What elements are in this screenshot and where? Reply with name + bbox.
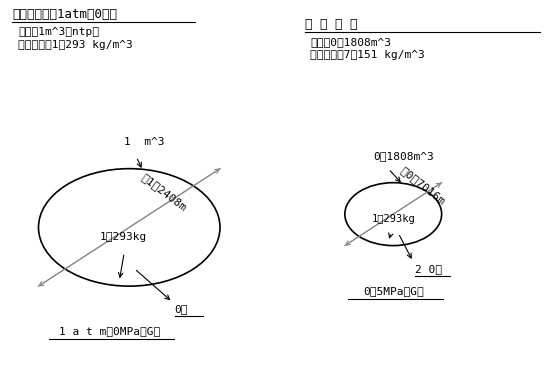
Text: 1  m^3: 1 m^3 (124, 137, 164, 147)
Text: 1．293kg: 1．293kg (371, 214, 415, 224)
Text: 2 0℃: 2 0℃ (415, 263, 442, 274)
Text: 球1．2408m: 球1．2408m (139, 172, 189, 212)
Text: 基準状態　（1atm　0℃）: 基準状態 （1atm 0℃） (12, 8, 117, 21)
Text: 1 a t m＝0MPa（G）: 1 a t m＝0MPa（G） (59, 326, 160, 336)
Text: 1．293kg: 1．293kg (99, 232, 146, 243)
Text: 空気密度＝7．151 kg/m^3: 空気密度＝7．151 kg/m^3 (310, 50, 425, 60)
Text: 0℃: 0℃ (175, 304, 188, 314)
Text: 容積＝1m^3（ntp）: 容積＝1m^3（ntp） (18, 27, 99, 37)
Text: 0．5MPa（G）: 0．5MPa（G） (363, 286, 424, 296)
Text: 容積＝0．1808m^3: 容積＝0．1808m^3 (310, 37, 391, 47)
Text: 球0．7016m: 球0．7016m (398, 165, 447, 206)
Text: 空気密度＝1．293 kg/m^3: 空気密度＝1．293 kg/m^3 (18, 40, 133, 50)
Text: 操 業 状 態: 操 業 状 態 (305, 18, 358, 31)
Text: 0．1808m^3: 0．1808m^3 (373, 151, 433, 161)
